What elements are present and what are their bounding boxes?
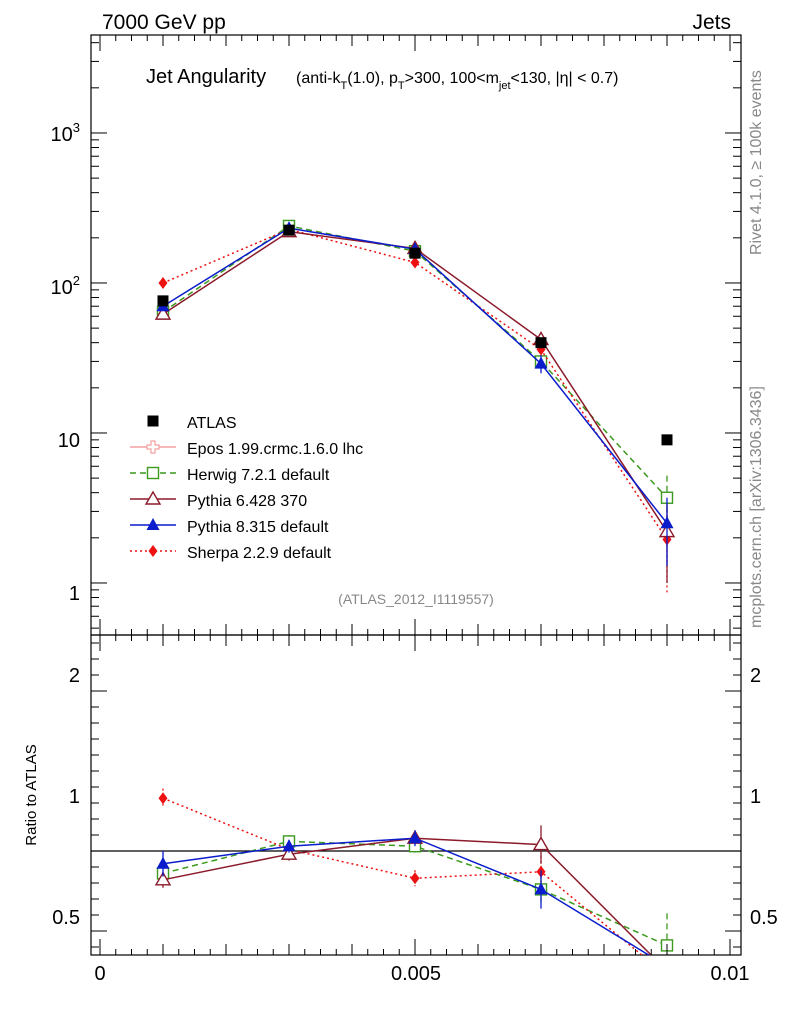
main-point xyxy=(534,356,548,369)
ratio-y-tick-right-1: 1 xyxy=(750,786,761,808)
ratio-point xyxy=(280,845,298,860)
legend-marker-sherpa xyxy=(148,545,158,557)
subtitle-sub-2: T xyxy=(398,80,405,92)
subtitle-part-3: >300, 100<m xyxy=(405,70,499,87)
main-point xyxy=(660,516,674,529)
plot-title: Jet Angularity xyxy=(146,66,266,88)
y-tick-label-1000: 103 xyxy=(51,120,80,146)
ratio-point xyxy=(282,839,296,852)
ratio-point xyxy=(154,871,172,886)
ratio-y-tick-left-2: 2 xyxy=(69,665,80,687)
ratio-point xyxy=(410,872,420,885)
subtitle-part-4: <130, |η| < 0.7) xyxy=(511,70,619,87)
ratio-plot-frame xyxy=(90,634,742,956)
y-tick-label-10: 10 xyxy=(58,430,80,452)
legend-marker-epos xyxy=(146,440,160,454)
main-point xyxy=(158,276,168,289)
main-line-pythia xyxy=(162,230,668,533)
legend: ATLAS Epos 1.99.crmc.1.6.0 lhc Herwig 7.… xyxy=(187,415,363,562)
x-tick-label-0: 0 xyxy=(94,963,105,985)
x-tick-label-0.01: 0.01 xyxy=(711,963,750,985)
main-line-sherpa xyxy=(162,228,668,540)
rivet-label: Rivet 4.1.0, ≥ 100k events xyxy=(748,70,765,255)
ratio-y-tick-right-2: 2 xyxy=(750,665,761,687)
axis-ticks xyxy=(91,35,741,955)
ratio-point xyxy=(532,836,550,851)
legend-marker-atlas xyxy=(147,415,159,427)
ratio-line-herwig xyxy=(162,840,668,947)
atlas-data-point xyxy=(409,247,421,259)
atlas-data-point xyxy=(661,434,673,446)
header-left: 7000 GeV pp xyxy=(102,11,226,34)
atlas-data-point xyxy=(157,295,169,307)
mcplots-label: mcplots.cern.ch [arXiv:1306.3436] xyxy=(748,386,765,628)
atlas-data-point xyxy=(283,224,295,236)
legend-label-sherpa: Sherpa 2.2.9 default xyxy=(187,545,332,562)
analysis-id: (ATLAS_2012_I1119557) xyxy=(338,591,494,607)
legend-label-herwig: Herwig 7.2.1 default xyxy=(187,467,330,484)
y-tick-100-base: 10 xyxy=(51,277,73,299)
legend-label-pythia8: Pythia 8.315 default xyxy=(187,519,329,536)
ratio-point xyxy=(156,856,170,869)
main-point xyxy=(154,305,172,320)
ratio-y-tick-right-0.5: 0.5 xyxy=(750,907,778,929)
y-tick-label-100: 102 xyxy=(51,273,80,299)
ratio-y-axis-label: Ratio to ATLAS xyxy=(23,744,40,845)
ratio-y-tick-left-0.5: 0.5 xyxy=(52,907,80,929)
subtitle-sub-1: T xyxy=(340,80,347,92)
subtitle-part-2: (1.0), p xyxy=(347,70,398,87)
legend-marker-pythia xyxy=(146,518,160,530)
ratio-y-tick-left-1: 1 xyxy=(69,786,80,808)
legend-label-atlas: ATLAS xyxy=(187,415,237,432)
legend-label-pythia6: Pythia 6.428 370 xyxy=(187,493,307,510)
y-tick-1000-exp: 3 xyxy=(73,120,80,135)
y-tick-label-1: 1 xyxy=(69,583,80,605)
ratio-point xyxy=(158,792,168,805)
ratio-point xyxy=(408,831,422,844)
legend-label-epos: Epos 1.99.crmc.1.6.0 lhc xyxy=(187,441,363,458)
legend-marks xyxy=(130,415,176,557)
ratio-plot-marks xyxy=(91,788,741,955)
y-tick-1000-base: 10 xyxy=(51,124,73,146)
plot-subtitle: (anti-kT(1.0), pT>300, 100<mjet<130, |η|… xyxy=(296,70,618,92)
legend-marker-herwig xyxy=(146,466,160,480)
y-tick-100-exp: 2 xyxy=(73,273,80,288)
subtitle-sub-3: jet xyxy=(498,80,511,92)
main-plot-marks xyxy=(154,219,676,594)
ratio-point xyxy=(534,882,548,895)
header-right: Jets xyxy=(692,11,731,34)
legend-marker-pythia xyxy=(144,490,162,505)
atlas-data-point xyxy=(535,337,547,349)
subtitle-part-1: (anti-k xyxy=(296,70,341,87)
main-point xyxy=(410,256,420,269)
x-tick-label-0.005: 0.005 xyxy=(391,963,441,985)
